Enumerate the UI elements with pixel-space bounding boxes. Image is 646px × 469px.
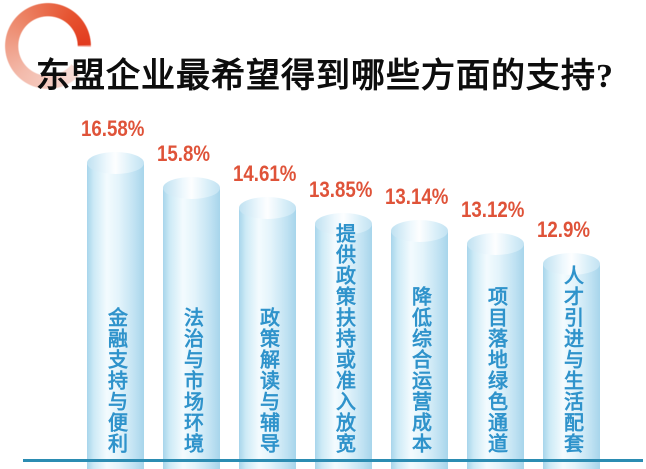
bar-top-ellipse: [543, 253, 600, 275]
bar-category-label: 金融支持与便利: [104, 307, 127, 454]
bar-value-label: 13.12%: [461, 197, 525, 222]
bar-category-label: 降低综合运营成本: [408, 286, 431, 454]
bar-cylinder: [543, 264, 600, 469]
bar-column: 12.9% 人才引进与生活配套: [537, 219, 600, 469]
bar-column: 15.8% 法治与市场环境: [157, 143, 220, 469]
bar-top-ellipse: [391, 220, 448, 242]
bar-cylinder: [391, 231, 448, 469]
bar-value-label: 15.8%: [157, 141, 211, 166]
bar-column: 13.12% 项目落地绿色通道: [461, 199, 524, 469]
chart-baseline: [23, 459, 643, 462]
bar-value-label: 13.85%: [309, 177, 373, 202]
bar-value-label: 14.61%: [233, 161, 297, 186]
bar-top-ellipse: [467, 233, 524, 255]
bar-value-label: 12.9%: [537, 217, 591, 242]
bar-category-label: 提供政策扶持或准入放宽: [332, 223, 355, 454]
bar-category-label: 政策解读与辅导: [256, 307, 279, 454]
bar-cylinder: [239, 208, 296, 469]
bar-value-label: 16.58%: [81, 116, 145, 141]
bar-category-label: 项目落地绿色通道: [484, 286, 507, 454]
bar-top-ellipse: [315, 213, 372, 235]
bar-cylinder: [315, 224, 372, 469]
bar-top-ellipse: [87, 152, 144, 174]
bar-value-label: 13.14%: [385, 184, 449, 209]
bar-category-label: 法治与市场环境: [180, 307, 203, 454]
bar-cylinder: [163, 188, 220, 469]
bar-cylinder: [87, 163, 144, 469]
bar-column: 16.58% 金融支持与便利: [81, 118, 144, 469]
ring-decoration-icon: [4, 2, 92, 90]
bar-column: 13.85% 提供政策扶持或准入放宽: [309, 179, 372, 469]
bar-cylinder: [467, 244, 524, 469]
bar-category-label: 人才引进与生活配套: [560, 265, 583, 454]
bar-column: 14.61% 政策解读与辅导: [233, 163, 296, 469]
bar-top-ellipse: [163, 177, 220, 199]
page-title: 东盟企业最希望得到哪些方面的支持?: [36, 58, 614, 95]
bar-top-ellipse: [239, 197, 296, 219]
bar-column: 13.14% 降低综合运营成本: [385, 186, 448, 469]
